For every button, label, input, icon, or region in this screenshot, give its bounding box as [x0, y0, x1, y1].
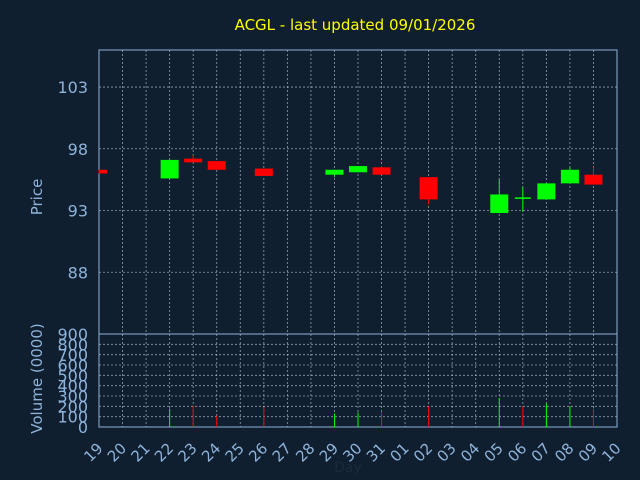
- candle-29: [325, 169, 344, 178]
- x-tick-label: 24: [198, 439, 224, 465]
- x-tick-label: 21: [127, 439, 153, 465]
- candle-05: [490, 179, 509, 213]
- volume-tick-label: 200: [57, 397, 88, 416]
- candle-body: [325, 169, 344, 175]
- volume-tick-label: 700: [57, 346, 88, 365]
- x-tick-label: 20: [104, 439, 130, 465]
- candle-07: [537, 183, 556, 200]
- x-tick-label: 25: [222, 439, 248, 465]
- x-tick-label: 22: [151, 439, 177, 465]
- x-tick-label: 06: [504, 439, 530, 465]
- x-tick-label: 07: [528, 439, 554, 465]
- x-tick-label: 01: [386, 439, 412, 465]
- x-tick-label: 19: [80, 439, 106, 465]
- candle-body: [584, 174, 603, 185]
- candle-19: [98, 169, 107, 174]
- chart-title: ACGL - last updated 09/01/2026: [235, 16, 476, 34]
- volume-tick-label: 800: [57, 335, 88, 354]
- volume-tick-label: 600: [57, 356, 88, 375]
- x-tick-label: 02: [410, 439, 436, 465]
- candle-body: [349, 166, 367, 173]
- x-tick-label: 03: [434, 439, 460, 465]
- x-tick-label: 31: [363, 439, 389, 465]
- candle-body: [207, 161, 226, 170]
- candle-08: [560, 167, 579, 184]
- volume-tick-label: 400: [57, 377, 88, 396]
- volume-tick-label: 900: [57, 325, 88, 344]
- candle-body: [160, 159, 179, 179]
- candle-body: [490, 194, 509, 213]
- volume-tick-label: 100: [57, 408, 88, 427]
- candle-22: [160, 159, 179, 179]
- x-tick-label: 09: [575, 439, 601, 465]
- candle-06: [514, 187, 531, 212]
- candle-body: [419, 177, 438, 200]
- candle-23: [184, 154, 203, 163]
- candle-body: [184, 158, 203, 163]
- x-tick-label: 04: [457, 439, 483, 465]
- price-tick-label: 88: [68, 263, 88, 282]
- x-axis: 1920212223242526272829303101020304050607…: [80, 439, 624, 476]
- x-tick-label: 05: [481, 439, 507, 465]
- candle-24: [207, 161, 226, 170]
- x-tick-label: 26: [245, 439, 271, 465]
- price-tick-label: 93: [68, 202, 88, 221]
- price-panel: 88 93 98 103 Price: [28, 49, 618, 335]
- price-tick-label: 98: [68, 140, 88, 159]
- candle-26: [254, 168, 273, 176]
- price-tick-label: 103: [57, 78, 88, 97]
- candle-09: [584, 167, 603, 185]
- volume-tick-label: 300: [57, 387, 88, 406]
- volume-tick-label: 0: [78, 418, 88, 437]
- volume-axis-label: Volume (0000): [28, 323, 46, 433]
- volume-tick-label: 500: [57, 366, 88, 385]
- candle-body: [99, 169, 107, 174]
- price-axis-label: Price: [28, 179, 46, 216]
- candle-body: [560, 169, 579, 184]
- candle-02: [419, 177, 438, 205]
- candle-body: [372, 167, 391, 175]
- x-tick-label: 23: [175, 439, 201, 465]
- x-tick-label: 08: [551, 439, 577, 465]
- x-tick-label: 27: [269, 439, 295, 465]
- candle-30: [349, 166, 367, 173]
- candle-body: [254, 168, 273, 176]
- x-axis-label: Day: [334, 460, 362, 476]
- candle-body: [537, 183, 556, 200]
- x-tick-label: 28: [292, 439, 318, 465]
- candle-31: [372, 166, 391, 175]
- x-tick-label: 10: [598, 439, 624, 465]
